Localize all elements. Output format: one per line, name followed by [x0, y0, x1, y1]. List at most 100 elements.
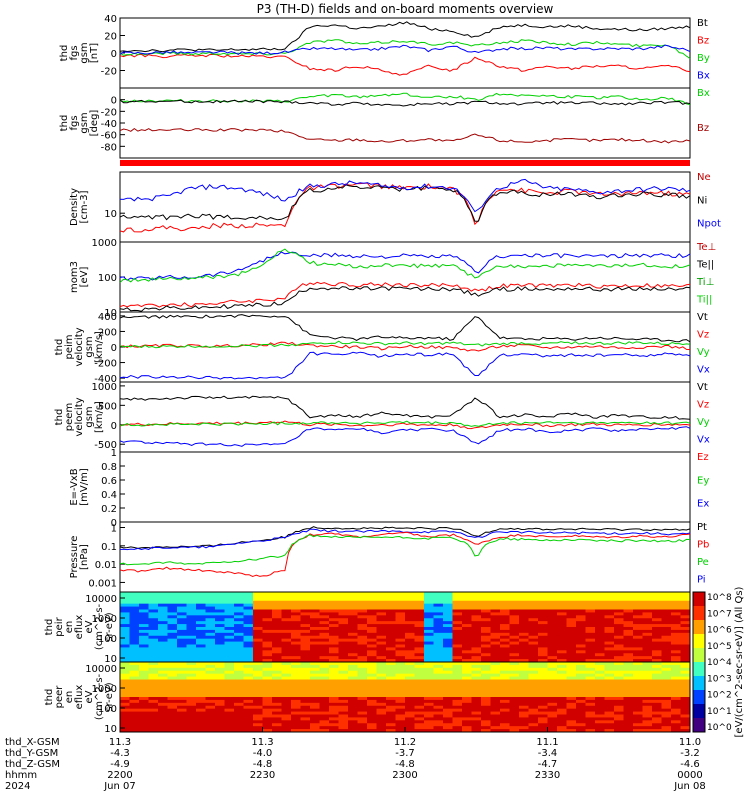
- heatmap-cell: [281, 597, 292, 602]
- heatmap-cell: [376, 603, 387, 608]
- heatmap-cell: [614, 667, 624, 672]
- heatmap-cell: [509, 667, 520, 672]
- heatmap-cell: [471, 662, 482, 666]
- heatmap-cell: [148, 688, 159, 692]
- heatmap-cell: [253, 644, 263, 648]
- heatmap-cell: [205, 682, 216, 686]
- heatmap-cell: [357, 647, 368, 651]
- heatmap-cell: [500, 679, 510, 683]
- heatmap-cell: [262, 717, 273, 721]
- colorbar-label: 10^2: [707, 691, 732, 701]
- heatmap-cell: [139, 662, 149, 666]
- ylabel-line: thd: [44, 619, 55, 636]
- heatmap-cell: [680, 676, 691, 680]
- heatmap-cell: [158, 688, 168, 692]
- heatmap-cell: [490, 673, 501, 678]
- ylabel-line: gsm: [79, 112, 90, 133]
- heatmap-cell: [215, 641, 225, 645]
- heatmap-cell: [196, 644, 206, 648]
- heatmap-cell: [414, 644, 425, 648]
- heatmap-cell: [158, 600, 168, 605]
- heatmap-cell: [623, 627, 634, 631]
- heatmap-cell: [291, 714, 301, 718]
- heatmap-cell: [424, 676, 434, 680]
- heatmap-cell: [661, 682, 672, 686]
- heatmap-cell: [500, 685, 510, 689]
- heatmap-cell: [585, 720, 596, 724]
- heatmap-cell: [167, 714, 178, 718]
- heatmap-cell: [481, 702, 491, 707]
- heatmap-cell: [566, 618, 577, 622]
- heatmap-cell: [329, 688, 339, 692]
- heatmap-cell: [652, 606, 662, 610]
- heatmap-cell: [595, 699, 605, 704]
- heatmap-cell: [158, 647, 168, 651]
- heatmap-cell: [452, 662, 463, 666]
- heatmap-cell: [272, 697, 282, 701]
- heatmap-cell: [414, 705, 425, 710]
- heatmap-cell: [319, 629, 330, 634]
- heatmap-cell: [234, 647, 244, 651]
- ylabel-line: E=-VxB: [69, 468, 80, 505]
- heatmap-cell: [129, 632, 140, 637]
- heatmap-cell: [519, 676, 529, 680]
- heatmap-cell: [443, 632, 453, 637]
- heatmap-cell: [481, 647, 491, 651]
- heatmap-cell: [367, 679, 377, 683]
- heatmap-cell: [120, 702, 130, 707]
- heatmap-cell: [633, 673, 643, 678]
- heatmap-cell: [243, 644, 254, 648]
- heatmap-cell: [547, 711, 558, 715]
- heatmap-cell: [300, 647, 311, 651]
- heatmap-cell: [661, 629, 672, 634]
- heatmap-cell: [443, 685, 453, 689]
- heatmap-cell: [433, 594, 444, 599]
- heatmap-cell: [443, 609, 453, 613]
- heatmap-cell: [224, 629, 235, 634]
- heatmap-cell: [177, 723, 187, 727]
- heatmap-cell: [177, 688, 187, 692]
- heatmap-cell: [595, 711, 605, 715]
- heatmap-cell: [376, 653, 387, 657]
- heatmap-cell: [148, 653, 159, 657]
- heatmap-cell: [158, 618, 168, 622]
- heatmap-cell: [367, 641, 377, 645]
- heatmap-cell: [538, 592, 548, 596]
- heatmap-cell: [167, 705, 178, 710]
- heatmap-cell: [443, 603, 453, 608]
- heatmap-cell: [319, 702, 330, 707]
- heatmap-cell: [367, 606, 377, 610]
- heatmap-cell: [652, 726, 662, 730]
- heatmap-cell: [414, 597, 425, 602]
- heatmap-cell: [433, 600, 444, 605]
- heatmap-cell: [120, 676, 130, 680]
- heatmap-cell: [500, 615, 510, 619]
- heatmap-cell: [291, 702, 301, 707]
- heatmap-cell: [604, 627, 615, 631]
- heatmap-cell: [148, 615, 159, 619]
- heatmap-cell: [642, 612, 653, 616]
- heatmap-cell: [452, 656, 463, 660]
- heatmap-cell: [196, 597, 206, 602]
- heatmap-cell: [139, 647, 149, 651]
- heatmap-cell: [500, 694, 510, 698]
- heatmap-cell: [281, 632, 292, 637]
- heatmap-cell: [329, 720, 339, 724]
- heatmap-cell: [205, 600, 216, 605]
- heatmap-cell: [424, 603, 434, 608]
- heatmap-cell: [272, 609, 282, 613]
- heatmap-cell: [234, 632, 244, 637]
- heatmap-cell: [462, 641, 472, 645]
- heatmap-cell: [652, 685, 662, 689]
- heatmap-cell: [519, 650, 529, 654]
- heatmap-cell: [291, 632, 301, 637]
- heatmap-cell: [319, 592, 330, 596]
- heatmap-cell: [604, 597, 615, 602]
- heatmap-cell: [500, 653, 510, 657]
- heatmap-cell: [557, 682, 567, 686]
- colorbar-title: [eV/(cm^2-sec-sr-eV)] (All Qs): [734, 586, 745, 737]
- heatmap-cell: [291, 597, 301, 602]
- heatmap-cell: [158, 629, 168, 634]
- heatmap-cell: [604, 720, 615, 724]
- heatmap-cell: [376, 667, 387, 672]
